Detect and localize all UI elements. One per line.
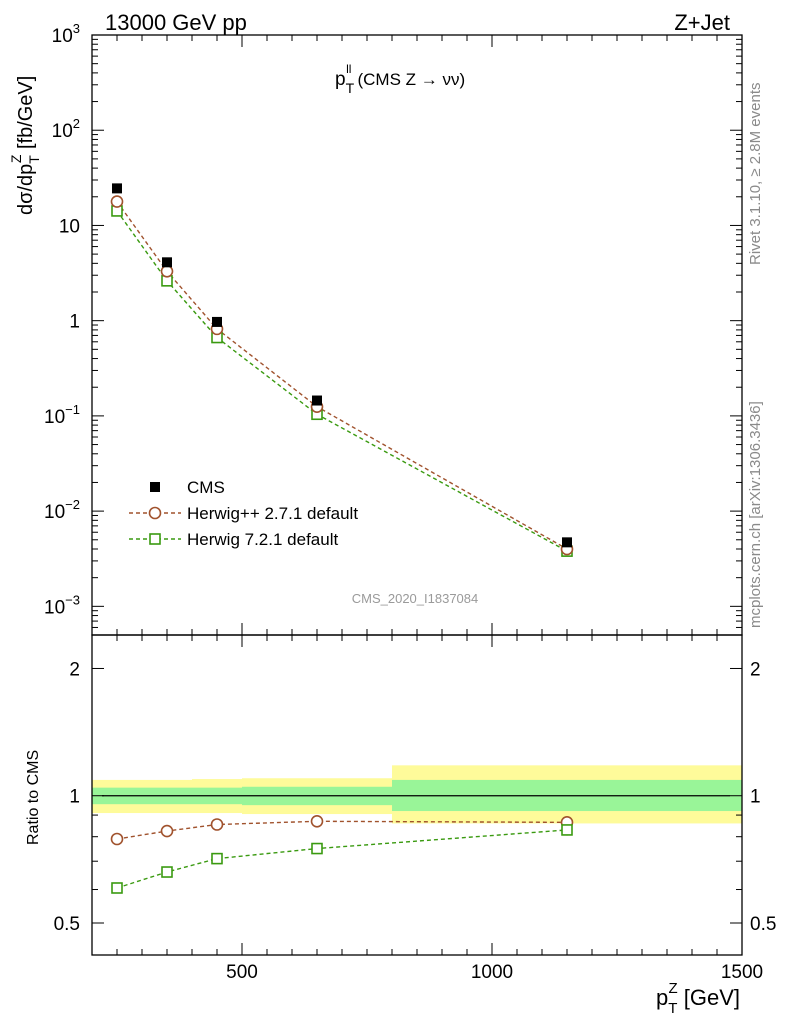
y-tick-label: 1 xyxy=(69,312,80,333)
main-data-point xyxy=(162,257,172,268)
ratio-y-tick-label-right: 0.5 xyxy=(750,914,776,935)
main-data-point xyxy=(112,183,122,194)
legend-label: Herwig 7.2.1 default xyxy=(187,530,338,549)
y-tick-label: 103 xyxy=(52,21,80,47)
x-tick-label: 500 xyxy=(226,962,258,983)
ratio-data-point xyxy=(310,814,324,828)
main-series-line xyxy=(116,201,568,550)
ratio-data-point xyxy=(211,852,223,865)
ratio-y-tick-label: 2 xyxy=(69,659,80,680)
x-tick-label: 1500 xyxy=(721,962,763,983)
main-series-line xyxy=(116,210,568,552)
ratio-y-tick-label-right: 2 xyxy=(750,659,761,680)
legend-label: Herwig++ 2.7.1 default xyxy=(187,504,358,523)
analysis-watermark: CMS_2020_I1837084 xyxy=(352,591,479,606)
main-data-point xyxy=(110,195,124,208)
x-tick-label: 1000 xyxy=(471,962,513,983)
main-y-axis-label: dσ/dpTZ [fb/GeV] xyxy=(8,76,42,215)
ratio-data-point xyxy=(311,842,323,855)
legend-marker xyxy=(148,506,162,520)
main-data-point xyxy=(312,395,322,406)
main-data-point xyxy=(562,537,572,548)
process-label: Z+Jet xyxy=(674,10,730,35)
y-tick-label: 10 xyxy=(59,216,80,237)
legend-label: CMS xyxy=(187,478,225,497)
energy-label: 13000 GeV pp xyxy=(105,10,247,35)
ratio-series-line xyxy=(116,829,568,889)
ratio-data-point xyxy=(160,824,174,838)
x-axis-label: pTZ [GeV] xyxy=(656,980,740,1017)
ratio-data-point xyxy=(161,866,173,878)
ratio-data-point xyxy=(110,832,124,846)
ratio-y-tick-label: 1 xyxy=(69,787,80,808)
mcplots-label: mcplots.cern.ch [arXiv:1306.3436] xyxy=(747,401,764,628)
ratio-data-point xyxy=(111,882,123,894)
y-tick-label: 102 xyxy=(52,116,80,142)
ratio-y-tick-label-right: 1 xyxy=(750,787,761,808)
rivet-version-label: Rivet 3.1.10, ≥ 2.8M events xyxy=(747,83,764,266)
main-data-point xyxy=(212,316,222,327)
y-tick-label: 10−2 xyxy=(44,497,80,523)
ratio-y-axis-label: Ratio to CMS xyxy=(25,750,42,845)
ratio-data-point xyxy=(561,824,573,836)
ratio-data-point xyxy=(210,818,224,831)
legend-marker xyxy=(149,533,161,545)
legend-marker xyxy=(150,482,160,492)
main-title: pTll(CMS Z → νν) xyxy=(335,62,465,96)
y-tick-label: 10−1 xyxy=(44,402,80,428)
ratio-y-tick-label: 0.5 xyxy=(54,914,80,935)
main-data-point xyxy=(160,264,174,278)
ratio-series-line xyxy=(116,820,568,840)
y-tick-label: 10−3 xyxy=(44,592,80,618)
